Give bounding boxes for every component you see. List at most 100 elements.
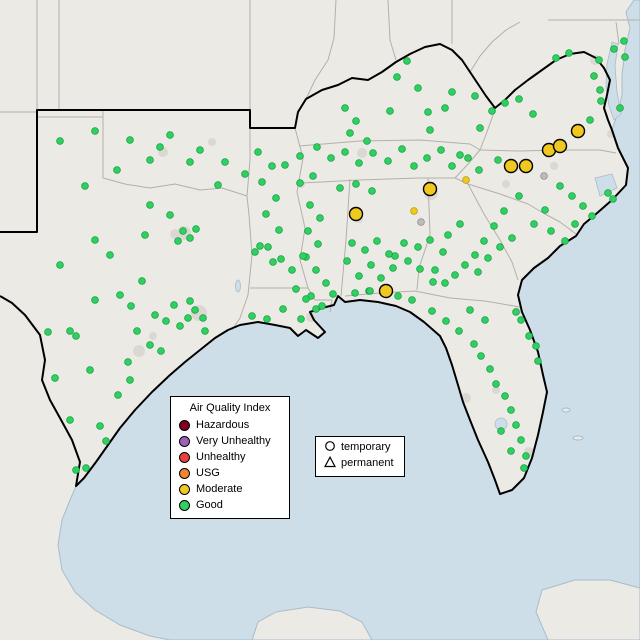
marker-good[interactable] bbox=[186, 297, 194, 305]
marker-good[interactable] bbox=[343, 257, 351, 265]
marker-good[interactable] bbox=[471, 251, 479, 259]
marker-good[interactable] bbox=[256, 242, 264, 250]
marker-good[interactable] bbox=[480, 237, 488, 245]
marker-good[interactable] bbox=[416, 265, 424, 273]
marker-good[interactable] bbox=[56, 261, 64, 269]
marker-good[interactable] bbox=[441, 279, 449, 287]
marker-good[interactable] bbox=[51, 374, 59, 382]
marker-good[interactable] bbox=[318, 302, 326, 310]
marker-good[interactable] bbox=[86, 366, 94, 374]
marker-good[interactable] bbox=[367, 261, 375, 269]
marker-good[interactable] bbox=[351, 289, 359, 297]
marker-good[interactable] bbox=[352, 180, 360, 188]
marker-good[interactable] bbox=[439, 248, 447, 256]
marker-good[interactable] bbox=[296, 179, 304, 187]
marker-good[interactable] bbox=[114, 391, 122, 399]
marker-good[interactable] bbox=[72, 332, 80, 340]
marker-good[interactable] bbox=[262, 210, 270, 218]
marker-good[interactable] bbox=[481, 316, 489, 324]
marker-moderate-temporary[interactable] bbox=[378, 283, 394, 299]
marker-good[interactable] bbox=[251, 248, 259, 256]
marker-good[interactable] bbox=[488, 107, 496, 115]
marker-no-data[interactable] bbox=[417, 218, 425, 226]
marker-good[interactable] bbox=[126, 136, 134, 144]
marker-good[interactable] bbox=[588, 212, 596, 220]
marker-good[interactable] bbox=[414, 84, 422, 92]
marker-good[interactable] bbox=[366, 287, 374, 295]
marker-good[interactable] bbox=[512, 308, 520, 316]
marker-good[interactable] bbox=[437, 146, 445, 154]
marker-good[interactable] bbox=[414, 243, 422, 251]
marker-good[interactable] bbox=[201, 327, 209, 335]
marker-good[interactable] bbox=[448, 88, 456, 96]
marker-good[interactable] bbox=[556, 182, 564, 190]
marker-good[interactable] bbox=[299, 252, 307, 260]
marker-good[interactable] bbox=[72, 466, 80, 474]
marker-good[interactable] bbox=[304, 227, 312, 235]
marker-good[interactable] bbox=[596, 86, 604, 94]
marker-good[interactable] bbox=[309, 172, 317, 180]
marker-good[interactable] bbox=[456, 220, 464, 228]
marker-good[interactable] bbox=[124, 358, 132, 366]
marker-good[interactable] bbox=[507, 406, 515, 414]
marker-good[interactable] bbox=[517, 316, 525, 324]
marker-good[interactable] bbox=[329, 290, 337, 298]
marker-good[interactable] bbox=[355, 272, 363, 280]
marker-good[interactable] bbox=[352, 117, 360, 125]
marker-good[interactable] bbox=[590, 72, 598, 80]
marker-good[interactable] bbox=[597, 97, 605, 105]
marker-good[interactable] bbox=[369, 149, 377, 157]
marker-good[interactable] bbox=[424, 108, 432, 116]
marker-good[interactable] bbox=[56, 137, 64, 145]
marker-good[interactable] bbox=[258, 178, 266, 186]
marker-good[interactable] bbox=[515, 192, 523, 200]
marker-good[interactable] bbox=[312, 305, 320, 313]
marker-good[interactable] bbox=[170, 301, 178, 309]
marker-good[interactable] bbox=[292, 285, 300, 293]
marker-good[interactable] bbox=[66, 416, 74, 424]
marker-good[interactable] bbox=[192, 225, 200, 233]
marker-good[interactable] bbox=[373, 237, 381, 245]
marker-good[interactable] bbox=[279, 305, 287, 313]
marker-good[interactable] bbox=[166, 131, 174, 139]
marker-good[interactable] bbox=[91, 127, 99, 135]
marker-good[interactable] bbox=[501, 99, 509, 107]
marker-good[interactable] bbox=[444, 231, 452, 239]
marker-good[interactable] bbox=[186, 234, 194, 242]
marker-good[interactable] bbox=[166, 211, 174, 219]
marker-good[interactable] bbox=[157, 347, 165, 355]
marker-good[interactable] bbox=[448, 162, 456, 170]
marker-good[interactable] bbox=[595, 56, 603, 64]
marker-good[interactable] bbox=[470, 340, 478, 348]
marker-moderate-temporary[interactable] bbox=[518, 158, 534, 174]
marker-good[interactable] bbox=[316, 214, 324, 222]
marker-good[interactable] bbox=[621, 53, 629, 61]
marker-good[interactable] bbox=[116, 291, 124, 299]
marker-good[interactable] bbox=[486, 365, 494, 373]
marker-good[interactable] bbox=[297, 315, 305, 323]
marker-good[interactable] bbox=[312, 266, 320, 274]
marker-good[interactable] bbox=[241, 170, 249, 178]
marker-good[interactable] bbox=[477, 352, 485, 360]
marker-good[interactable] bbox=[196, 146, 204, 154]
marker-good[interactable] bbox=[497, 427, 505, 435]
marker-good[interactable] bbox=[530, 220, 538, 228]
marker-good[interactable] bbox=[426, 126, 434, 134]
marker-moderate-small[interactable] bbox=[462, 176, 470, 184]
marker-good[interactable] bbox=[393, 73, 401, 81]
marker-good[interactable] bbox=[466, 306, 474, 314]
marker-good[interactable] bbox=[186, 158, 194, 166]
marker-good[interactable] bbox=[389, 264, 397, 272]
marker-good[interactable] bbox=[451, 271, 459, 279]
marker-good[interactable] bbox=[254, 148, 262, 156]
marker-good[interactable] bbox=[288, 266, 296, 274]
marker-good[interactable] bbox=[426, 236, 434, 244]
marker-good[interactable] bbox=[296, 152, 304, 160]
marker-good[interactable] bbox=[455, 327, 463, 335]
marker-good[interactable] bbox=[306, 201, 314, 209]
marker-good[interactable] bbox=[515, 95, 523, 103]
marker-good[interactable] bbox=[264, 243, 272, 251]
marker-good[interactable] bbox=[579, 202, 587, 210]
marker-good[interactable] bbox=[269, 258, 277, 266]
marker-moderate-small[interactable] bbox=[410, 207, 418, 215]
